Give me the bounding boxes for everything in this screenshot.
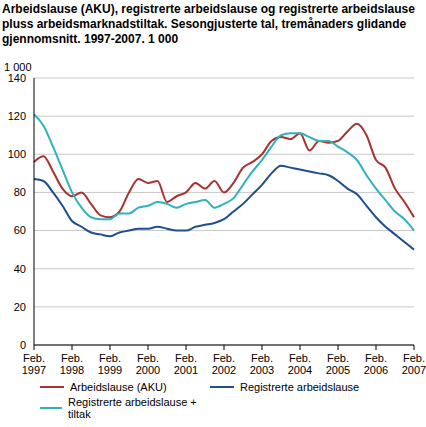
svg-text:40: 40	[14, 263, 26, 275]
svg-text:20: 20	[14, 301, 26, 313]
svg-text:140: 140	[8, 72, 26, 84]
svg-text:Feb.2000: Feb.2000	[136, 352, 160, 376]
html-text:1 000: 1 000	[4, 61, 32, 73]
svg-text:Feb.2001: Feb.2001	[174, 352, 198, 376]
svg-text:120: 120	[8, 110, 26, 122]
svg-text:Feb.1999: Feb.1999	[98, 352, 122, 376]
svg-text:Feb.2002: Feb.2002	[212, 352, 236, 376]
svg-text:Feb.1997: Feb.1997	[22, 352, 46, 376]
html-text:Registrerte arbeidslause: Registrerte arbeidslause	[240, 381, 360, 393]
html-text:Arbeidslause (AKU), registrert: Arbeidslause (AKU), registrerte arbeidsl…	[2, 2, 415, 46]
svg-text:Feb.2003: Feb.2003	[250, 352, 274, 376]
svg-text:Feb.2007: Feb.2007	[402, 352, 418, 376]
svg-text:Feb.2005: Feb.2005	[326, 352, 350, 376]
svg-text:100: 100	[8, 148, 26, 160]
svg-text:80: 80	[14, 186, 26, 198]
svg-text:0: 0	[20, 339, 26, 351]
svg-text:Feb.1998: Feb.1998	[60, 352, 84, 376]
svg-text:Feb.2006: Feb.2006	[364, 352, 388, 376]
svg-text:60: 60	[14, 224, 26, 236]
html-text:Registrerte arbeidslause + til: Registrerte arbeidslause + tiltak	[68, 396, 197, 420]
svg-text:Feb.2004: Feb.2004	[288, 352, 312, 376]
html-text:Arbeidslause (AKU): Arbeidslause (AKU)	[70, 381, 167, 393]
